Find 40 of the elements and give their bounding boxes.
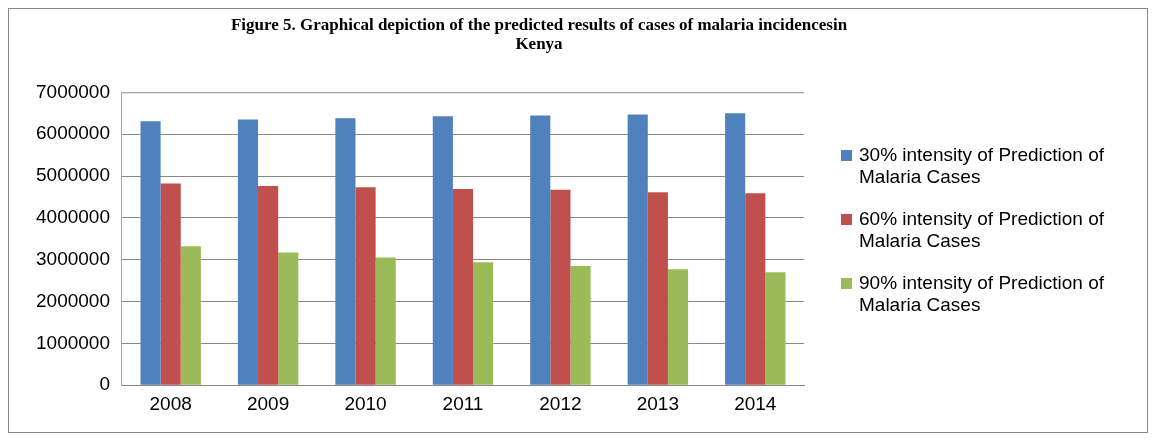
- bar: [452, 189, 474, 385]
- bar: [140, 121, 161, 385]
- bar: [237, 119, 259, 385]
- bar: [647, 192, 668, 385]
- legend-label: 60% intensity of Prediction of Malaria Cases: [859, 208, 1106, 252]
- bar: [745, 193, 766, 385]
- bar: [627, 114, 648, 385]
- bar: [550, 189, 571, 385]
- y-tick-label: 0: [99, 373, 110, 395]
- bar: [473, 262, 494, 385]
- x-tick-label: 2009: [246, 392, 290, 414]
- bar: [725, 113, 746, 385]
- y-tick-label: 1000000: [36, 331, 110, 353]
- bar: [278, 252, 299, 385]
- bar: [258, 186, 279, 385]
- legend-label: 90% intensity of Prediction of Malaria Cases: [859, 272, 1106, 316]
- y-tick-label: 3000000: [36, 247, 110, 269]
- bar: [570, 265, 591, 385]
- x-tick-label: 2008: [149, 392, 192, 414]
- bar: [432, 116, 453, 385]
- x-tick-label: 2010: [344, 392, 387, 414]
- x-tick-label: 2012: [539, 392, 582, 414]
- chart-title: Figure 5. Graphical depiction of the predicted results of cases of malaria incidencesin Kenya: [229, 15, 849, 53]
- x-tick-label: 2014: [734, 392, 777, 414]
- y-tick-label: 7000000: [36, 80, 110, 102]
- y-tick-label: 5000000: [36, 164, 110, 186]
- bar: [160, 183, 181, 385]
- bar: [667, 269, 689, 385]
- bar: [180, 246, 201, 385]
- y-tick-label: 4000000: [36, 206, 110, 228]
- legend-label: 30% intensity of Prediction of Malaria Cases: [859, 144, 1106, 188]
- bar: [335, 118, 356, 385]
- bar: [530, 115, 551, 385]
- x-tick-label: 2011: [442, 392, 484, 414]
- y-tick-label: 6000000: [36, 122, 110, 144]
- bar: [355, 187, 376, 385]
- x-tick-label: 2013: [636, 392, 679, 414]
- bar: [375, 257, 396, 385]
- y-tick-label: 2000000: [36, 289, 110, 311]
- bar: [765, 272, 786, 385]
